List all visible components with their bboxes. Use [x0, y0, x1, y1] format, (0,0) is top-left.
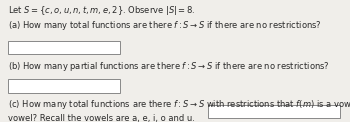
FancyBboxPatch shape [208, 105, 340, 118]
Text: Let $S = \{c, o, u, n, t, m, e, 2\}$. Observe $|S| = 8$.: Let $S = \{c, o, u, n, t, m, e, 2\}$. Ob… [8, 4, 195, 17]
FancyBboxPatch shape [8, 41, 120, 54]
FancyBboxPatch shape [8, 79, 120, 93]
Text: (b) How many partial functions are there $f: S \rightarrow S$ if there are no re: (b) How many partial functions are there… [8, 60, 330, 73]
Text: vowel? Recall the vowels are a, e, i, o and u.: vowel? Recall the vowels are a, e, i, o … [8, 114, 195, 122]
Text: (c) How many total functions are there $f: S \rightarrow S$ with restrictions th: (c) How many total functions are there $… [8, 98, 350, 111]
Text: (a) How many total functions are there $f: S \rightarrow S$ if there are no rest: (a) How many total functions are there $… [8, 19, 322, 32]
